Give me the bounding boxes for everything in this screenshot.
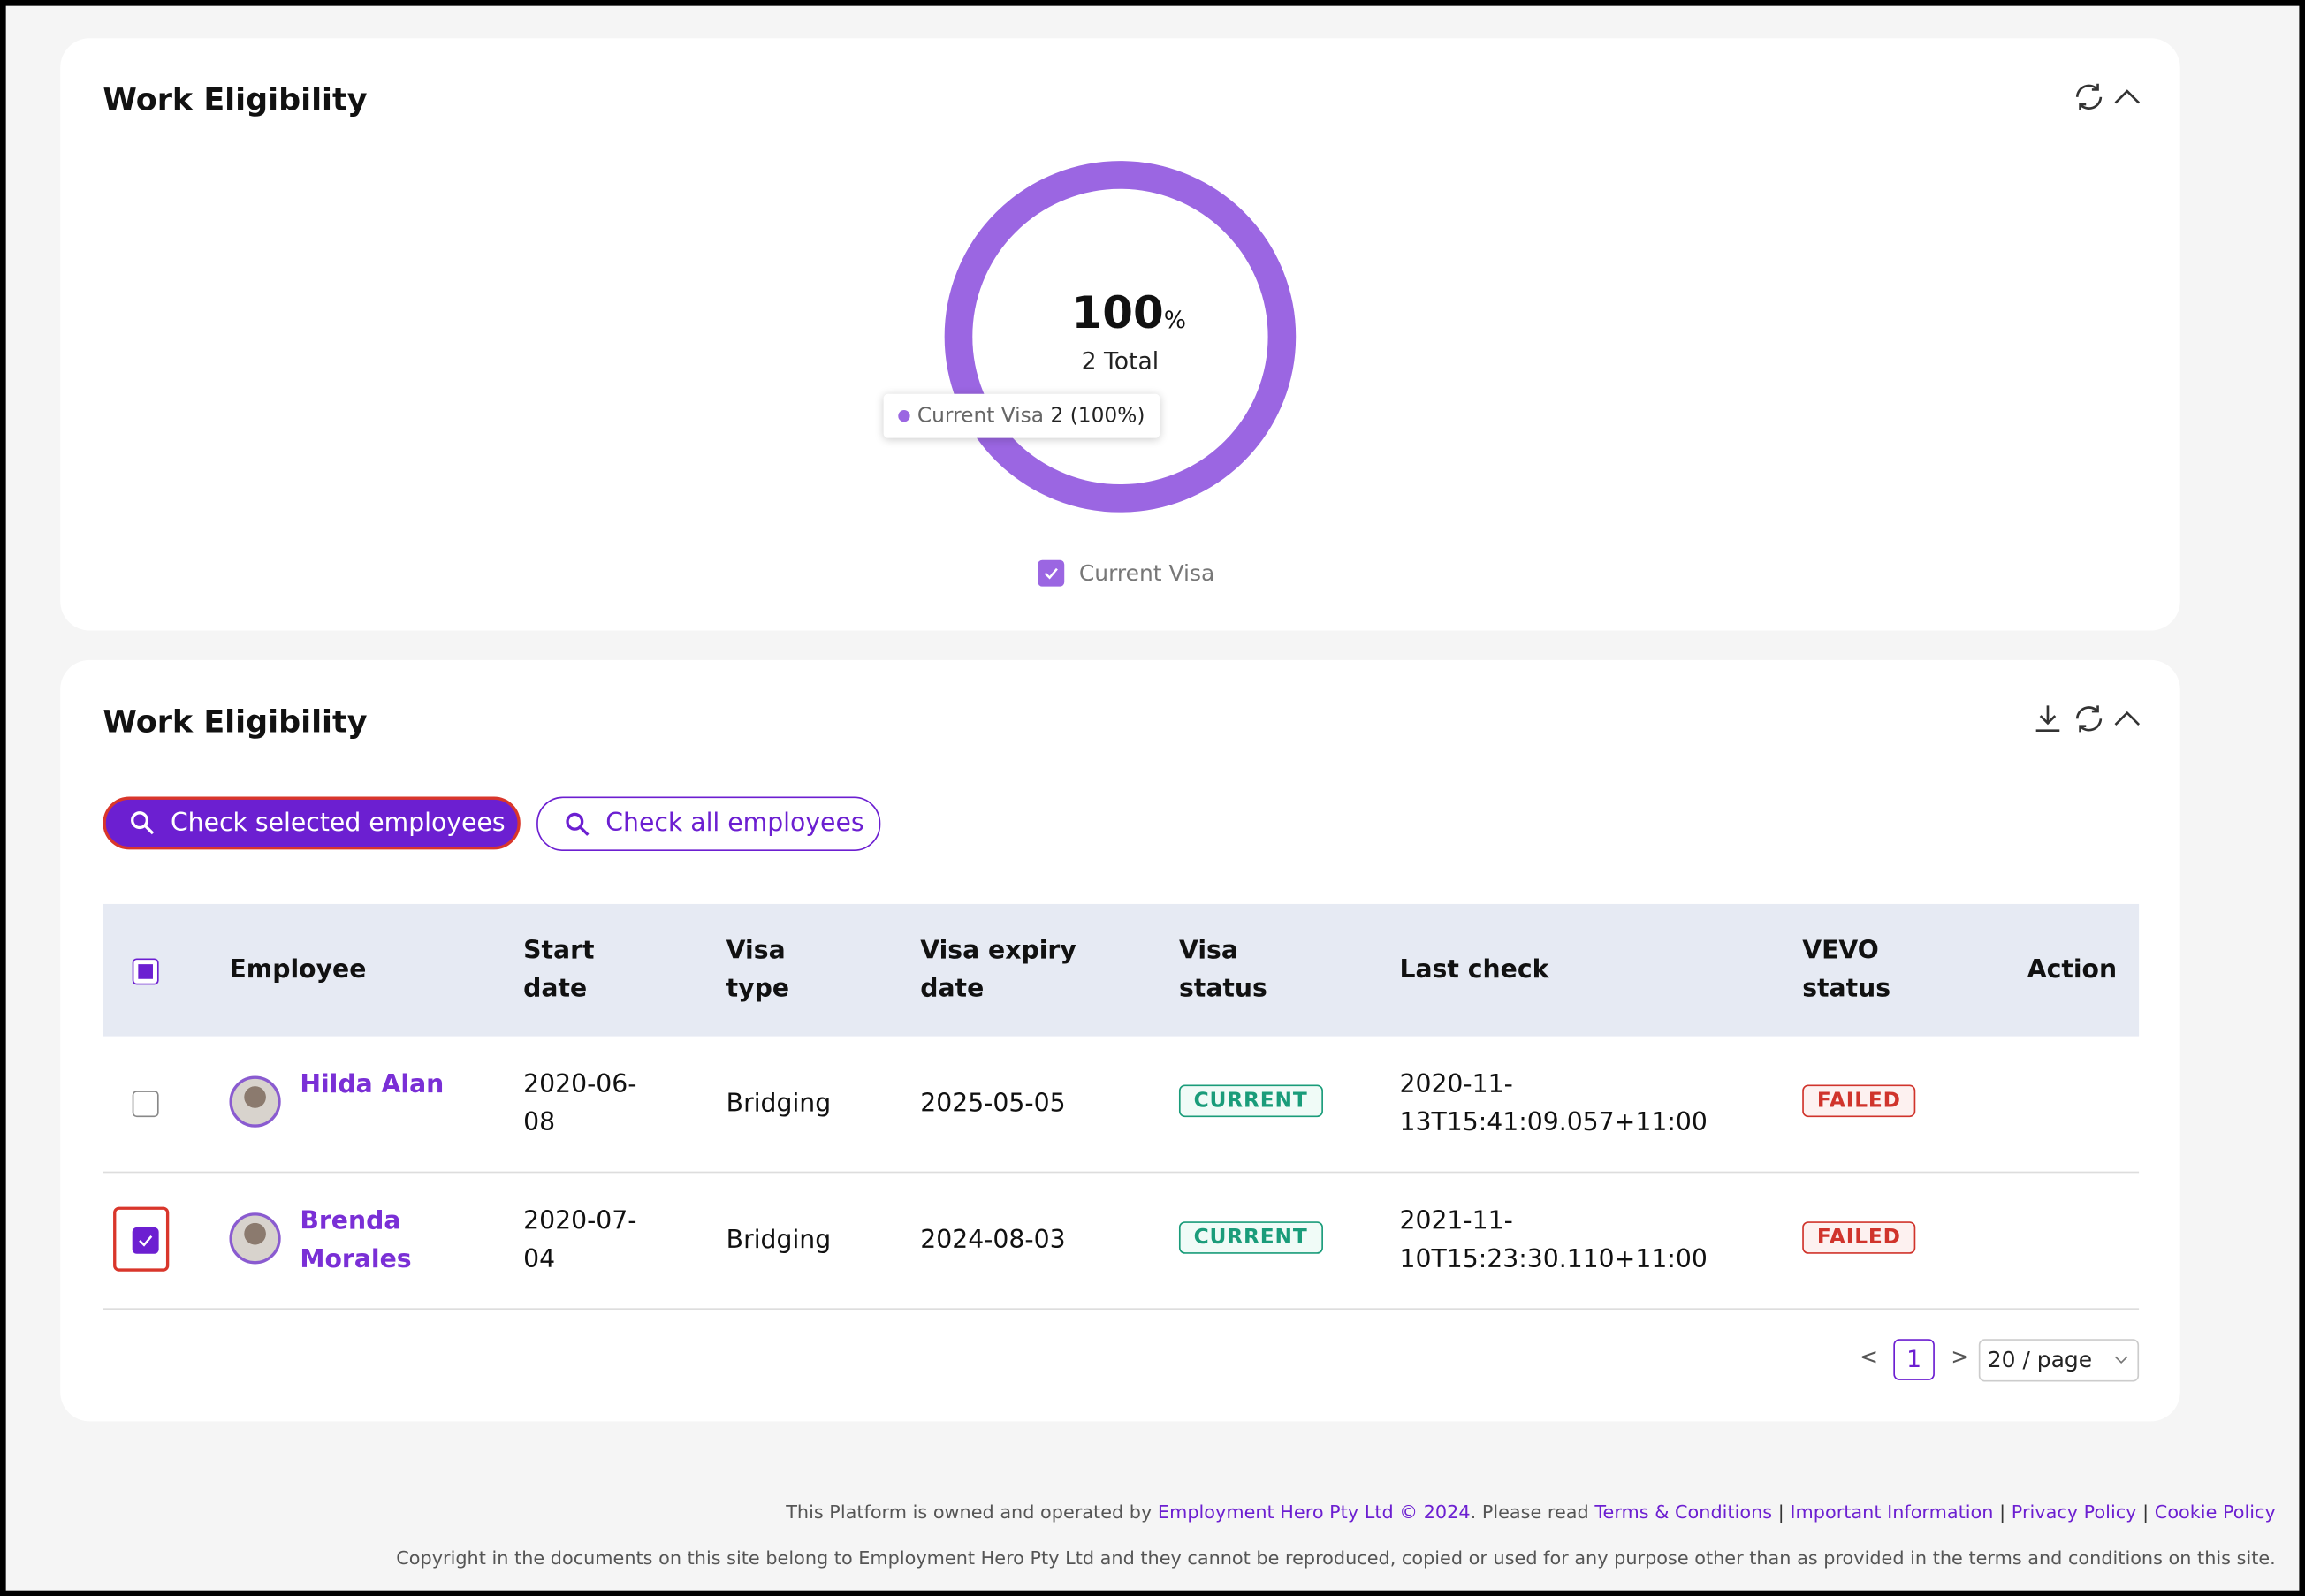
start-cell: 2020-06-08 <box>523 1069 637 1138</box>
legend-checkbox[interactable] <box>1038 559 1065 587</box>
indeterminate <box>138 964 153 979</box>
card-icons <box>2035 705 2141 733</box>
column-header: Employee <box>229 955 367 985</box>
chart-card: Work Eligibility 100% 2 Total Current Vi… <box>60 38 2180 631</box>
employee-cell[interactable]: Hilda Alan <box>300 1069 445 1100</box>
copyright: Copyright in the documents on this site … <box>396 1546 2276 1569</box>
column-header: Visa status <box>1178 936 1267 1005</box>
footer-links: Terms & Conditions | Important Information… <box>1594 1501 2275 1523</box>
tooltip: Current Visa 2 (100%) <box>883 393 1160 438</box>
donut <box>944 161 1297 513</box>
check-all-button[interactable]: Check all employees <box>536 796 881 852</box>
button-label: Check selected employees <box>170 808 506 839</box>
vevo-tag: FAILED <box>1802 1221 1916 1254</box>
tooltip-value: 2 (100%) <box>1050 404 1145 429</box>
column-header: VEVO status <box>1802 936 1891 1005</box>
footer-text: This Platform is owned and operated by <box>786 1501 1152 1524</box>
visa_status-tag: CURRENT <box>1178 1221 1323 1254</box>
search-icon <box>131 811 155 835</box>
column-header: Visa expiry date <box>920 936 1076 1005</box>
percent-unit: % <box>1163 305 1186 334</box>
table-card: Work Eligibility Check selected employee… <box>60 659 2180 1422</box>
separator: | <box>1777 1501 1784 1524</box>
tooltip-name: Current Visa <box>917 404 1045 429</box>
footer-link[interactable]: Cookie Policy <box>2154 1501 2276 1524</box>
refresh-icon[interactable] <box>2075 705 2103 733</box>
footer-line: This Platform is owned and operated by E… <box>786 1501 2276 1523</box>
donut-total: 2 Total <box>1081 346 1160 376</box>
chevron <box>2114 1356 2128 1364</box>
collapse-icon[interactable] <box>2114 89 2141 104</box>
search-icon <box>566 812 590 836</box>
donut-arc <box>944 161 1297 513</box>
footer-link[interactable]: Privacy Policy <box>2011 1501 2137 1524</box>
row-divider <box>103 1171 2140 1174</box>
visa_status-tag: CURRENT <box>1178 1084 1323 1118</box>
expiry-cell: 2025-05-05 <box>920 1089 1066 1119</box>
donut-percent: 100% <box>1072 288 1186 339</box>
highlight-box <box>113 1206 170 1272</box>
check <box>139 1235 153 1247</box>
separator: | <box>1999 1501 2006 1524</box>
column-header: Action <box>2027 955 2118 985</box>
check-selected-button[interactable]: Check selected employees <box>103 796 521 850</box>
current-page[interactable]: 1 <box>1893 1339 1935 1380</box>
visa_type-cell: Bridging <box>726 1089 832 1119</box>
card-title: Work Eligibility <box>103 703 368 740</box>
row-divider <box>103 1308 2140 1311</box>
employee-cell[interactable]: Brenda Morales <box>300 1206 412 1275</box>
frame: Work Eligibility 100% 2 Total Current Vi… <box>5 5 2300 1591</box>
column-header: Start date <box>523 936 595 1005</box>
page-size-label: 20 / page <box>1987 1346 2093 1373</box>
table: Employee Start date Visa type Visa expiry d… <box>103 903 2140 1311</box>
footer-link[interactable]: Important Information <box>1790 1501 1994 1524</box>
company-link[interactable]: Employment Hero Pty Ltd © 2024 <box>1157 1501 1471 1524</box>
refresh-icon[interactable] <box>2075 83 2103 110</box>
expiry-cell: 2024-08-03 <box>920 1226 1066 1256</box>
avatar <box>229 1212 281 1265</box>
column-header: Visa type <box>726 936 790 1005</box>
avatar <box>229 1075 281 1128</box>
tooltip-dot <box>898 410 910 422</box>
visa_type-cell: Bridging <box>726 1226 832 1256</box>
vevo-tag: FAILED <box>1802 1084 1916 1118</box>
download-icon[interactable] <box>2035 705 2060 732</box>
select-all-checkbox[interactable] <box>132 958 159 985</box>
check <box>1044 567 1058 580</box>
footer-text: . Please read <box>1470 1501 1589 1524</box>
row-checkbox[interactable] <box>132 1091 159 1118</box>
footer-link[interactable]: Terms & Conditions <box>1594 1501 1773 1524</box>
row-checkbox[interactable] <box>132 1227 159 1254</box>
page-size-select[interactable]: 20 / page <box>1978 1339 2140 1382</box>
button-label: Check all employees <box>605 808 864 839</box>
percent-value: 100 <box>1071 288 1164 340</box>
last_check-cell: 2020-11-13T15:41:09.057+11:00 <box>1399 1069 1708 1138</box>
prev-page[interactable]: < <box>1860 1343 1878 1371</box>
table-header <box>103 903 2140 1037</box>
card-title: Work Eligibility <box>103 82 368 118</box>
next-page[interactable]: > <box>1951 1343 1970 1371</box>
legend-label: Current Visa <box>1078 559 1215 587</box>
last_check-cell: 2021-11-10T15:23:30.110+11:00 <box>1399 1206 1708 1275</box>
separator: | <box>2142 1501 2149 1524</box>
start-cell: 2020-07-04 <box>523 1206 637 1275</box>
column-header: Last check <box>1399 955 1549 985</box>
collapse-icon[interactable] <box>2114 711 2141 726</box>
card-icons <box>2075 83 2141 110</box>
